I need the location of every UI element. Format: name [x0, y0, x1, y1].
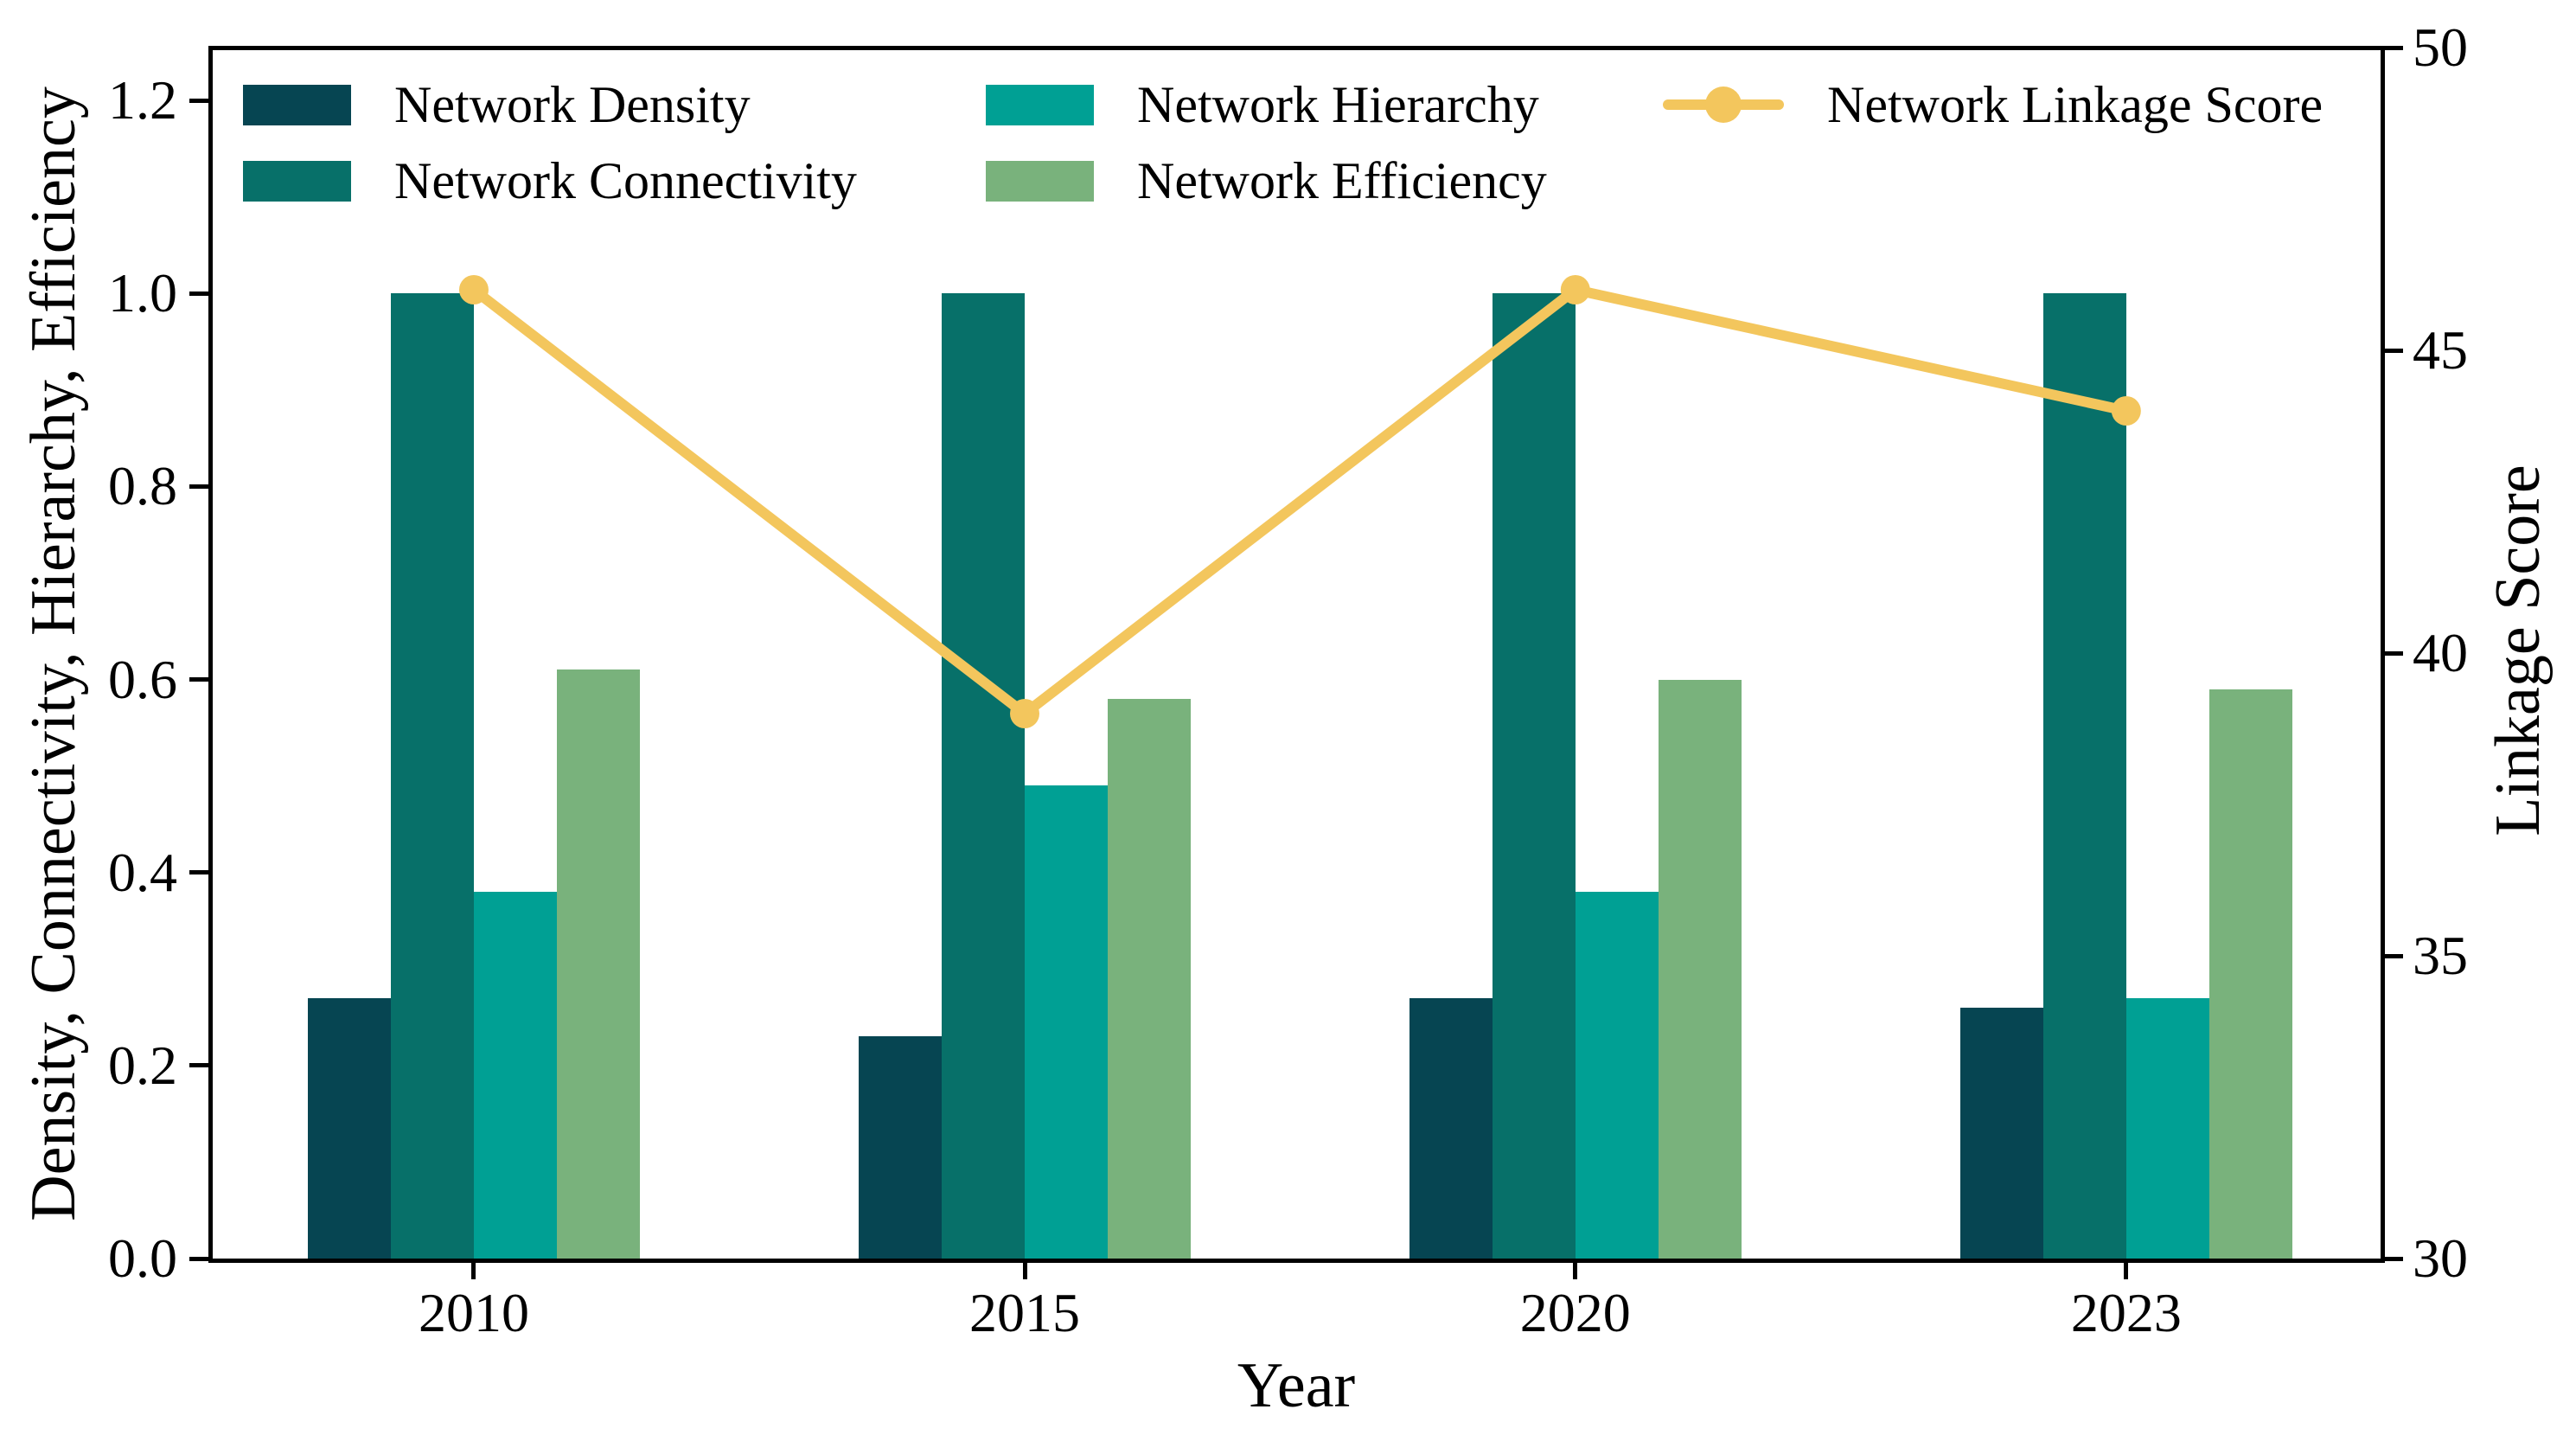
x-axis-label: Year — [1237, 1350, 1356, 1421]
x-tick-label: 2020 — [1519, 1282, 1631, 1343]
line-marker — [1560, 275, 1590, 304]
x-tick-label: 2010 — [418, 1282, 529, 1343]
tick-mark — [2384, 650, 2403, 656]
tick-mark — [2384, 953, 2403, 958]
bar — [307, 997, 391, 1259]
tick-mark — [2124, 1260, 2129, 1279]
tick-mark — [471, 1260, 476, 1279]
tick-mark — [189, 484, 208, 489]
x-tick-label: 2015 — [969, 1282, 1080, 1343]
y-axis-label-right: Linkage Score — [2483, 464, 2554, 836]
legend-label: Network Density — [394, 76, 751, 133]
legend-label: Network Connectivity — [394, 152, 857, 209]
line-marker — [458, 275, 489, 304]
bar — [859, 1036, 942, 1259]
tick-mark — [1022, 1260, 1027, 1279]
legend-label: Network Efficiency — [1137, 152, 1547, 209]
tick-mark — [2384, 1256, 2403, 1261]
y-tick-label-left: 0.8 — [108, 455, 177, 517]
y-tick-label-left: 0.4 — [108, 841, 177, 903]
legend-label: Network Linkage Score — [1827, 76, 2324, 133]
bar — [1959, 1007, 2043, 1259]
line-layer — [458, 275, 2141, 728]
y-tick-label-left: 1.2 — [108, 69, 177, 131]
legend-swatch — [986, 161, 1094, 202]
x-tick-label: 2023 — [2070, 1282, 2182, 1343]
y-axis-label-left: Density, Connectivity, Hierarchy, Effici… — [18, 86, 89, 1221]
bar — [1575, 892, 1659, 1259]
bar — [1025, 785, 1108, 1259]
tick-mark — [1573, 1260, 1578, 1279]
bar — [390, 293, 474, 1259]
y-tick-label-left: 0.0 — [108, 1227, 177, 1289]
bar — [1492, 293, 1576, 1259]
y-tick-label-left: 1.0 — [108, 262, 177, 324]
plot-area — [210, 48, 2382, 1259]
bar — [473, 892, 557, 1259]
bar — [2042, 293, 2126, 1259]
y-tick-label-right: 30 — [2413, 1227, 2468, 1289]
bar — [1409, 997, 1493, 1259]
line-path — [470, 284, 2128, 721]
legend-line-marker — [1705, 86, 1742, 123]
y-tick-label-left: 0.6 — [108, 648, 177, 710]
line-marker — [1010, 699, 1039, 728]
tick-mark — [189, 1256, 208, 1261]
plot-frame — [208, 46, 2385, 1263]
y-tick-label-right: 50 — [2413, 16, 2468, 78]
bar — [2208, 689, 2292, 1259]
bar — [556, 669, 640, 1259]
y-tick-label-right: 40 — [2413, 622, 2468, 683]
tick-mark — [189, 677, 208, 682]
y-tick-label-right: 35 — [2413, 925, 2468, 986]
tick-mark — [189, 98, 208, 103]
y-tick-label-right: 45 — [2413, 319, 2468, 381]
bar — [1108, 698, 1191, 1259]
y-tick-label-left: 0.2 — [108, 1034, 177, 1096]
tick-mark — [189, 1063, 208, 1068]
tick-mark — [189, 870, 208, 875]
legend-swatch — [243, 85, 351, 125]
bar — [2125, 997, 2209, 1259]
bar — [942, 293, 1025, 1259]
legend-swatch — [986, 85, 1094, 125]
bar — [1658, 679, 1742, 1259]
line-marker — [2111, 396, 2141, 426]
legend-label: Network Hierarchy — [1137, 76, 1539, 133]
tick-mark — [2384, 348, 2403, 353]
legend-swatch — [243, 161, 351, 202]
tick-mark — [189, 291, 208, 296]
tick-mark — [2384, 45, 2403, 50]
bars-layer — [210, 48, 2382, 1259]
